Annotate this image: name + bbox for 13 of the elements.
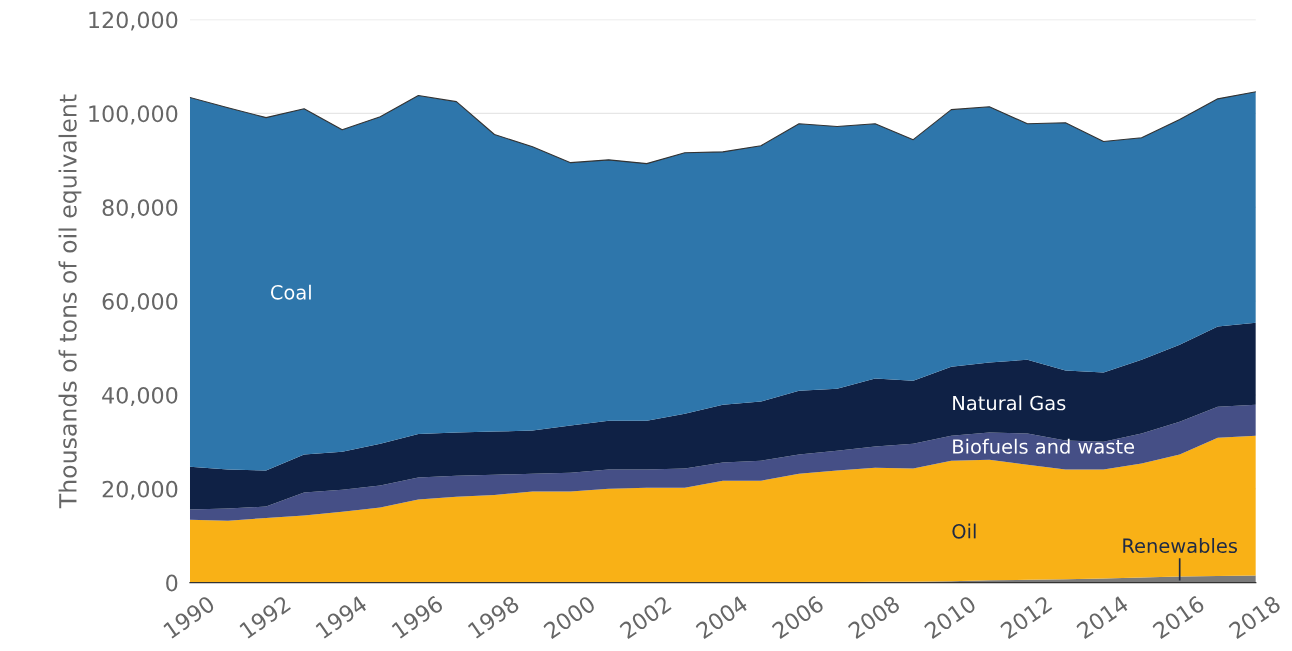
y-tick-label: 20,000 — [102, 480, 178, 500]
y-axis-title: Thousands of tons of oil equivalent — [58, 94, 82, 509]
series-label: Oil — [952, 523, 976, 539]
y-tick-label: 80,000 — [102, 199, 178, 219]
y-tick-label: 120,000 — [89, 11, 178, 31]
y-tick-label: 0 — [166, 574, 178, 592]
y-tick-label: 100,000 — [89, 105, 178, 125]
series-label: Natural Gas — [953, 395, 1066, 411]
series-label: Coal — [270, 284, 311, 300]
y-tick-label: 60,000 — [102, 293, 178, 313]
y-tick-label: 40,000 — [102, 386, 178, 406]
series-label: Renewables — [1123, 538, 1238, 554]
series-label: Biofuels and waste — [953, 438, 1135, 454]
